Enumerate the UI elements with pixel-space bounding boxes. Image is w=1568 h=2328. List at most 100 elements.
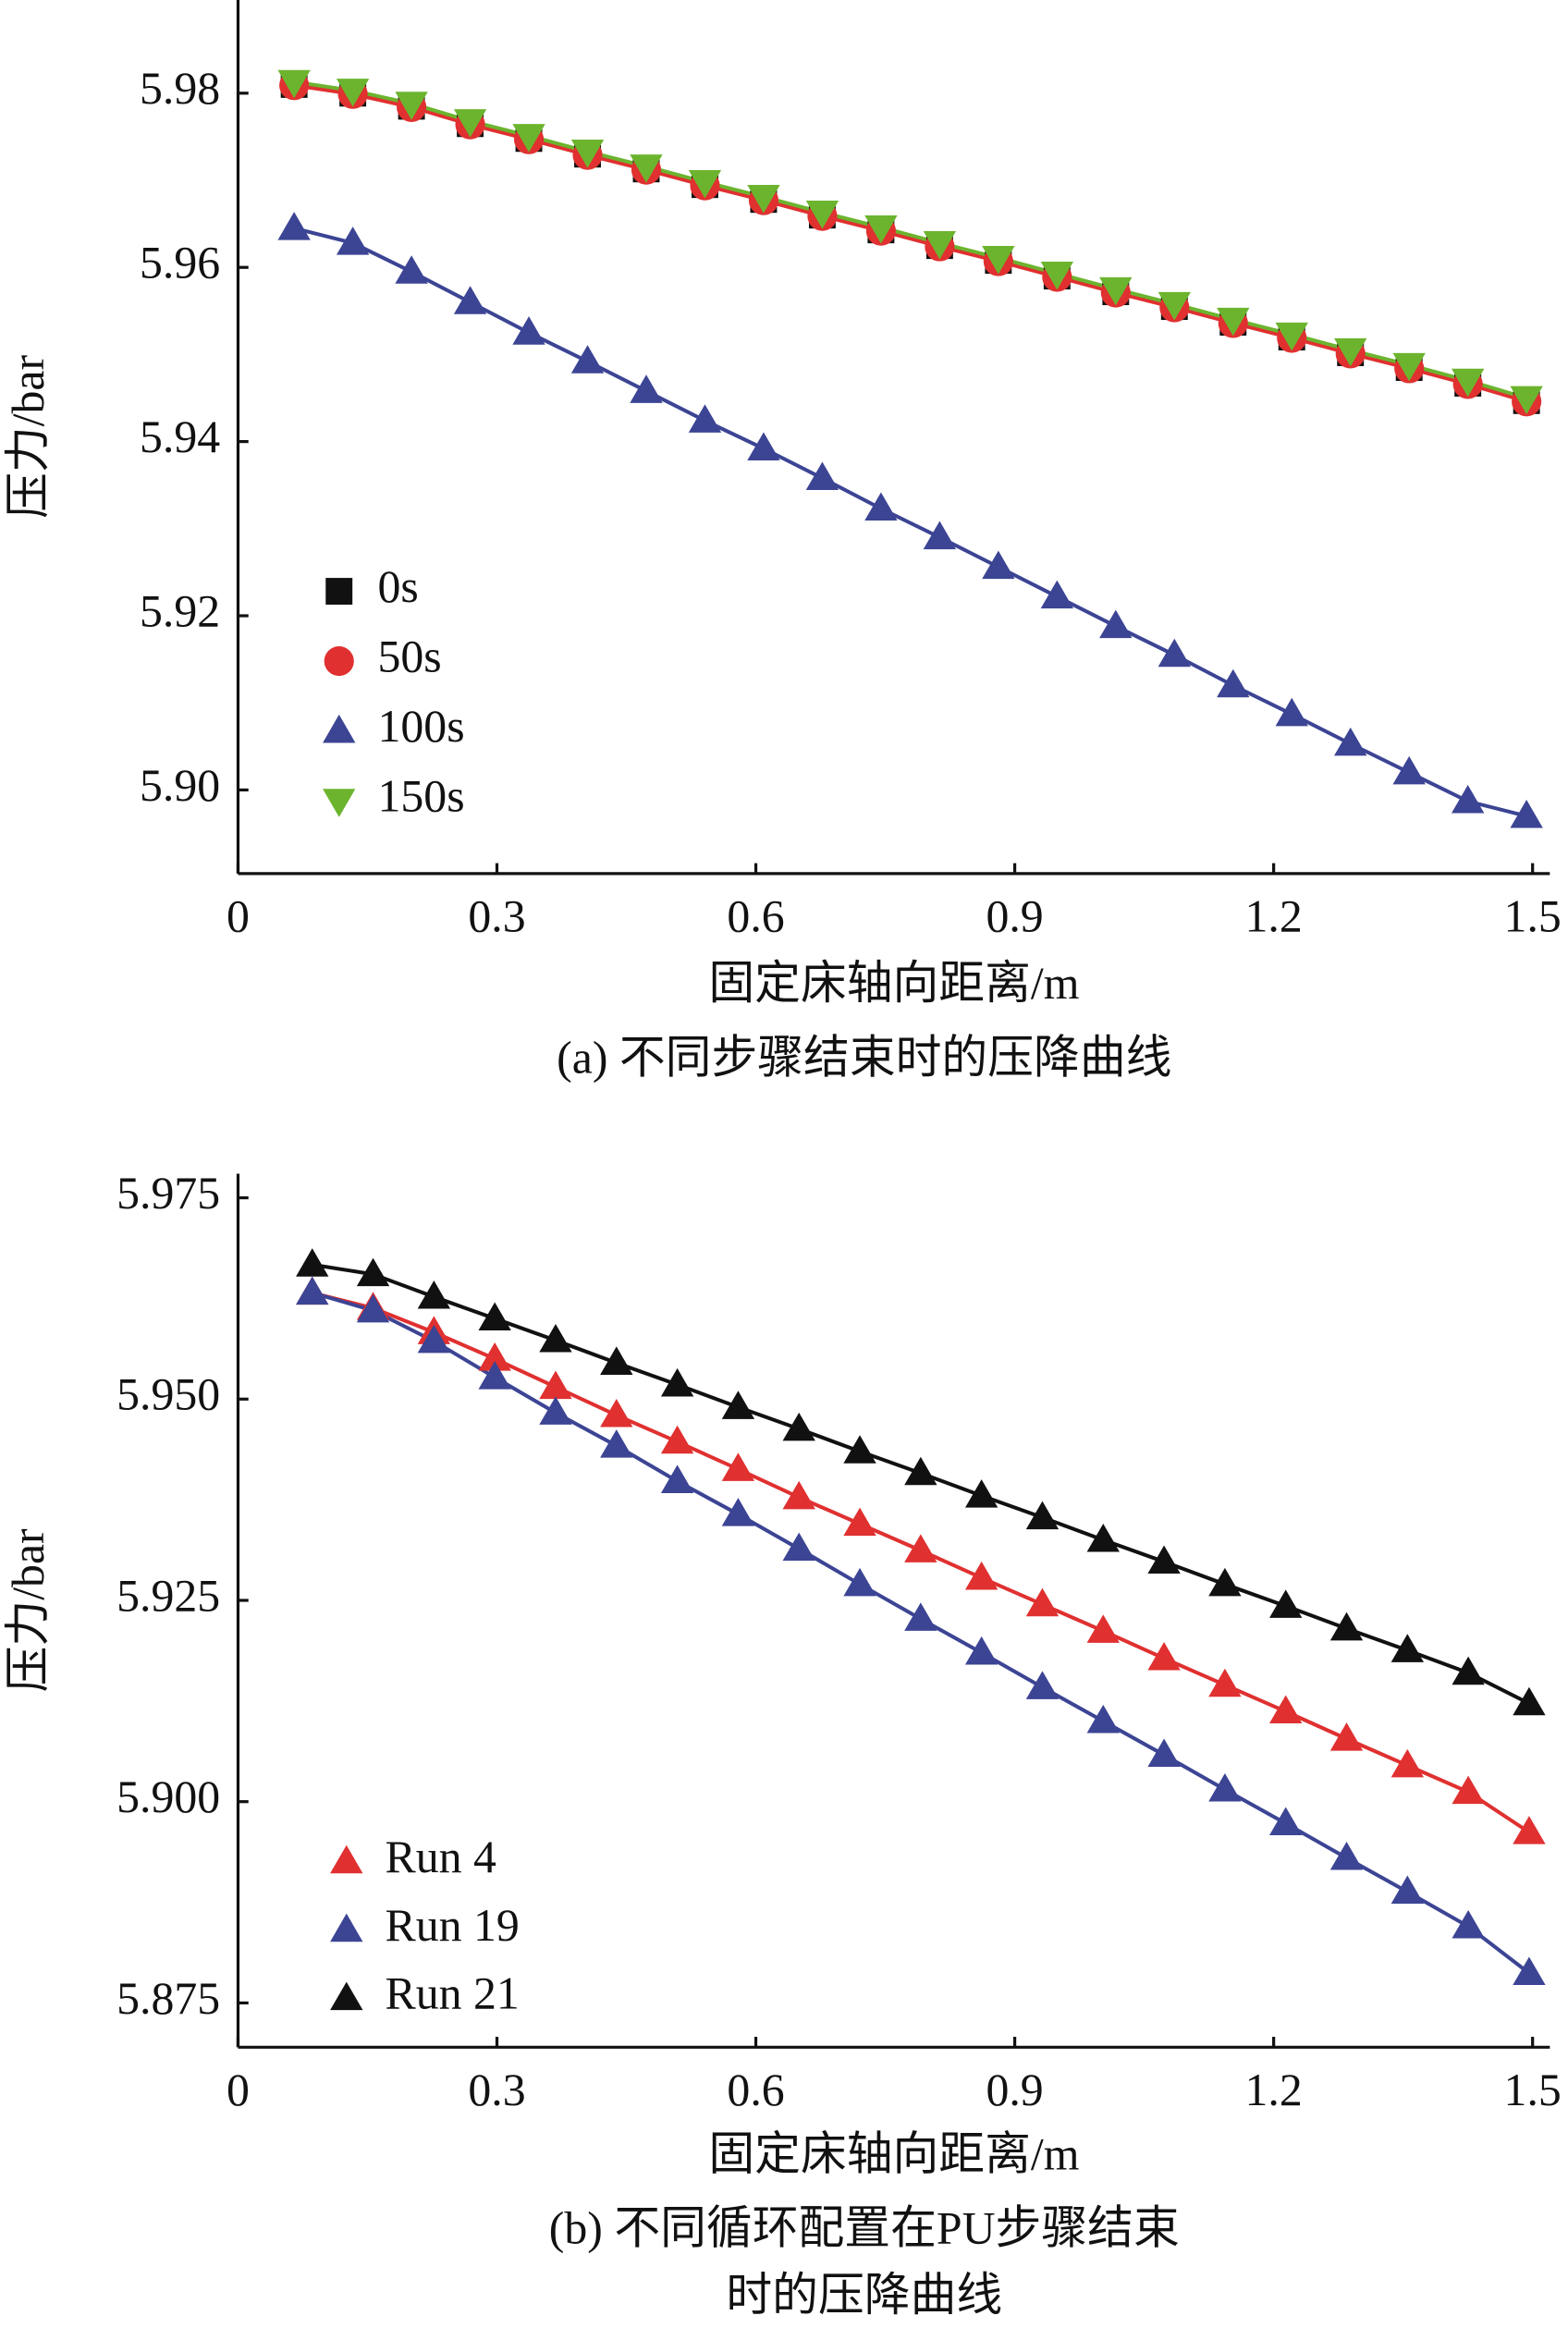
data-point — [417, 1280, 451, 1309]
data-point — [570, 345, 605, 374]
data-point — [843, 1567, 876, 1597]
data-point — [1452, 1656, 1485, 1685]
data-point — [1269, 1807, 1303, 1836]
data-point — [1147, 1738, 1181, 1768]
data-point — [1452, 1775, 1485, 1805]
data-point — [782, 1480, 815, 1510]
data-point — [747, 432, 780, 460]
legend-marker — [325, 578, 353, 606]
caption: (b) 不同循环配置在PU步骤结束 — [549, 2203, 1180, 2254]
data-point — [1513, 1816, 1546, 1844]
data-point — [1158, 638, 1191, 668]
data-point — [1099, 609, 1133, 639]
data-point — [1025, 1671, 1060, 1699]
data-point — [1510, 386, 1543, 415]
x-tick-label: 1.5 — [1504, 891, 1562, 942]
data-point — [721, 1391, 755, 1419]
data-point — [1334, 727, 1367, 756]
data-point — [630, 154, 663, 183]
data-point — [1086, 1523, 1120, 1552]
data-point — [630, 374, 663, 403]
data-point — [782, 1412, 815, 1441]
data-point — [336, 227, 370, 255]
data-point — [1099, 276, 1133, 306]
data-point — [904, 1456, 937, 1486]
data-point — [1208, 1567, 1242, 1597]
data-point — [1269, 1695, 1303, 1724]
legend-label: 100s — [378, 701, 465, 752]
data-point — [688, 170, 722, 199]
data-point — [453, 109, 487, 138]
legend-label: Run 4 — [386, 1832, 496, 1882]
data-point — [1217, 307, 1250, 337]
caption: 时的压降曲线 — [726, 2270, 1002, 2321]
data-point — [982, 550, 1015, 580]
data-point — [356, 1293, 390, 1323]
legend-marker — [324, 645, 354, 677]
data-point — [1334, 337, 1367, 367]
data-point — [1040, 261, 1074, 290]
data-point — [296, 1276, 329, 1305]
data-point — [721, 1498, 755, 1526]
data-point — [1451, 368, 1485, 398]
data-point — [964, 1479, 998, 1508]
series-line — [293, 83, 1527, 404]
x-tick-label: 0.3 — [468, 891, 525, 942]
data-point — [1390, 1748, 1425, 1778]
data-point — [1513, 1956, 1546, 1986]
y-tick-label: 5.92 — [140, 585, 220, 636]
data-point — [395, 255, 428, 284]
data-point — [417, 1324, 451, 1354]
x-tick-label: 0.6 — [727, 891, 784, 942]
data-point — [964, 1636, 998, 1665]
data-point — [512, 316, 545, 345]
data-point — [478, 1342, 511, 1371]
data-point — [660, 1425, 694, 1454]
data-point — [1086, 1614, 1120, 1643]
data-point — [539, 1370, 572, 1400]
data-point — [864, 215, 898, 244]
data-point — [478, 1361, 511, 1390]
data-point — [336, 79, 370, 107]
legend-label: 50s — [378, 631, 442, 682]
legend-label: Run 21 — [386, 1968, 520, 2019]
x-tick-label: 0.9 — [986, 891, 1043, 942]
x-tick-label: 1.2 — [1245, 891, 1303, 942]
x-axis-label: 固定床轴向距离/m — [708, 958, 1079, 1009]
data-point — [1147, 1642, 1181, 1671]
data-point — [1452, 1909, 1485, 1939]
y-tick-label: 5.875 — [116, 1973, 220, 2024]
y-tick-label: 5.900 — [116, 1771, 220, 1822]
caption: (a) 不同步骤结束时的压降曲线 — [557, 1032, 1171, 1083]
data-point — [688, 404, 722, 433]
data-point — [1513, 1686, 1546, 1716]
data-point — [1217, 668, 1250, 698]
data-point — [1208, 1772, 1242, 1802]
data-point — [1329, 1611, 1364, 1641]
legend-marker — [330, 1913, 363, 1942]
legend-label: Run 19 — [386, 1900, 520, 1951]
data-point — [570, 140, 605, 168]
data-point — [600, 1429, 633, 1458]
data-point — [1275, 697, 1308, 727]
data-point — [277, 69, 311, 99]
y-tick-label: 5.975 — [116, 1168, 220, 1219]
data-point — [747, 185, 780, 214]
y-axis-label: 压力/bar — [3, 355, 54, 519]
x-tick-label: 0 — [227, 891, 250, 942]
legend-label: 150s — [378, 771, 465, 822]
data-point — [660, 1464, 694, 1493]
data-point — [539, 1396, 572, 1425]
data-point — [904, 1534, 937, 1562]
x-tick-label: 0.3 — [468, 2065, 525, 2115]
data-point — [1269, 1589, 1303, 1618]
data-point — [356, 1257, 390, 1287]
data-point — [1329, 1841, 1364, 1870]
data-point — [600, 1346, 633, 1375]
x-tick-label: 0.9 — [986, 2065, 1043, 2115]
data-point — [453, 286, 487, 314]
data-point — [1275, 322, 1308, 351]
data-point — [277, 212, 311, 240]
y-axis-label: 压力/bar — [3, 1528, 54, 1692]
